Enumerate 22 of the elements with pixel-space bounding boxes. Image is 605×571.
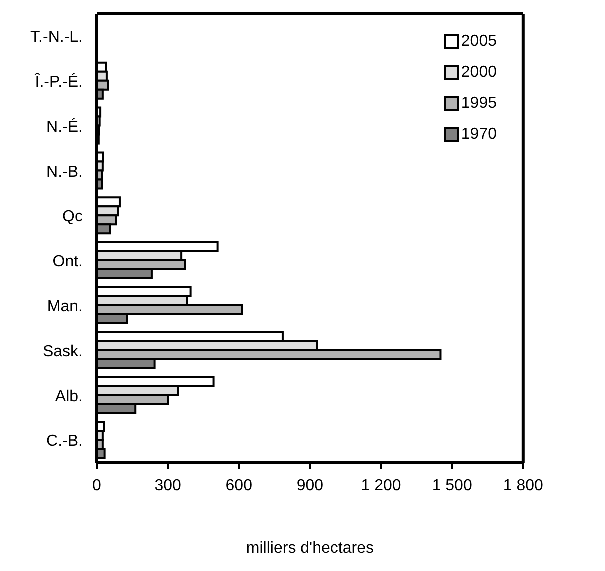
x-tick-label: 300 xyxy=(154,477,182,494)
y-tick-label: Ont. xyxy=(52,254,83,271)
legend-label: 2005 xyxy=(461,32,497,50)
legend-label: 2000 xyxy=(461,64,497,82)
y-tick-label: Sask. xyxy=(42,343,83,360)
legend-label: 1970 xyxy=(461,126,497,144)
x-tick-label: 900 xyxy=(296,477,324,494)
y-tick-label: Man. xyxy=(47,298,83,316)
x-axis-title: milliers d'hectares xyxy=(246,540,374,557)
x-tick-label: 0 xyxy=(92,477,102,494)
x-tick-label: 1 800 xyxy=(503,477,544,494)
y-tick-label: T.-N.-L. xyxy=(30,29,83,46)
y-tick-label: N.-B. xyxy=(46,164,83,181)
x-tick-label: 1 500 xyxy=(432,477,472,494)
y-tick-label: Qc xyxy=(62,208,83,226)
y-tick-label: Î.-P.-É. xyxy=(34,73,83,92)
y-tick-label: Alb. xyxy=(55,388,83,406)
x-tick-label: 1 200 xyxy=(361,477,402,494)
x-tick-label: 600 xyxy=(226,477,253,494)
y-tick-label: N.-É. xyxy=(46,118,83,136)
legend-label: 1995 xyxy=(461,94,497,112)
y-tick-label: C.-B. xyxy=(46,433,83,450)
